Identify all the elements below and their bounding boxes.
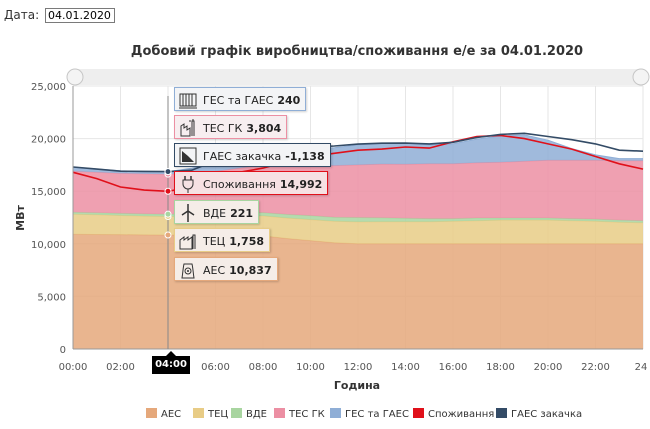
legend-swatch — [330, 408, 341, 418]
legend-label: ВДЕ — [246, 409, 267, 420]
date-input[interactable] — [44, 8, 115, 23]
x-tick-label: 20:00 — [534, 362, 563, 373]
x-tick-label: 22:00 — [581, 362, 610, 373]
x-axis-label: Година — [334, 379, 380, 392]
tooltip-АЕС: АЕС 10,837 — [174, 257, 278, 281]
tooltip-value: -1,138 — [285, 149, 325, 163]
tooltip-value: 3,804 — [246, 121, 282, 135]
date-row: Дата: — [4, 8, 115, 23]
legend-swatch — [193, 408, 204, 418]
y-tick-label: 5,000 — [37, 292, 66, 303]
navigator-strip — [73, 69, 643, 85]
legend-swatch — [274, 408, 285, 418]
nuclear-icon — [178, 260, 198, 280]
chp-plant-icon — [178, 231, 198, 251]
tooltip-value: 1,758 — [229, 234, 265, 248]
tooltip-value: 10,837 — [229, 263, 272, 277]
x-tick-label: 14:00 — [391, 362, 420, 373]
tooltip-value: 221 — [230, 206, 254, 220]
legend-swatch — [231, 408, 242, 418]
legend-item[interactable]: ГАЕС закачка — [496, 408, 582, 420]
x-tick-label: 02:00 — [106, 362, 135, 373]
date-label: Дата: — [4, 8, 40, 22]
y-tick-label: 0 — [60, 345, 66, 356]
x-tick-label: 06:00 — [201, 362, 230, 373]
x-tick-label: 24 — [635, 362, 648, 373]
legend: АЕС ТЕЦ ВДЕ ТЕС ГК ГЕС та ГАЕС Споживання ГАЕС… — [146, 408, 582, 420]
tooltip-series-name: ГЕС та ГАЕС — [203, 93, 274, 107]
legend-label: ГЕС та ГАЕС — [345, 409, 409, 420]
tooltip-series-name: ТЕС ГК — [203, 121, 243, 135]
pump-storage-icon — [178, 146, 198, 166]
cursor-marker — [164, 187, 172, 195]
tooltip-series-name: ТЕЦ — [203, 234, 226, 248]
navigator-handle-right[interactable] — [632, 68, 650, 86]
dam-icon — [178, 90, 198, 110]
tooltip-value: 240 — [277, 93, 301, 107]
legend-label: АЕС — [161, 409, 181, 420]
tooltip-ВДЕ: ВДЕ 221 — [174, 200, 260, 224]
y-tick-label: 20,000 — [31, 135, 66, 146]
legend-label: ТЕЦ — [207, 409, 228, 420]
y-tick-label: 10,000 — [31, 240, 66, 251]
y-tick-label: 15,000 — [31, 187, 66, 198]
x-tick-label: 12:00 — [344, 362, 373, 373]
plot-area: 0 5,000 10,000 15,000 20,000 25,000 00:00 02:00… — [31, 68, 650, 373]
area-АЕС — [73, 234, 643, 349]
cursor-marker — [164, 231, 172, 239]
tooltip-ГАЕС закачка: ГАЕС закачка -1,138 — [174, 143, 331, 167]
legend-item[interactable]: ВДЕ — [231, 408, 267, 420]
x-tick-label: 00:00 — [59, 362, 88, 373]
x-tick-label: 18:00 — [486, 362, 515, 373]
tooltip-series-name: ГАЕС закачка — [203, 149, 282, 163]
legend-swatch — [146, 408, 157, 418]
navigator-handle-left[interactable] — [66, 68, 84, 86]
cursor-time-badge: 04:00 — [152, 351, 190, 374]
tooltip-series-name: ВДЕ — [203, 206, 227, 220]
y-tick-label: 25,000 — [31, 82, 66, 93]
tooltip-series-name: АЕС — [203, 263, 226, 277]
legend-swatch — [413, 408, 424, 418]
legend-item[interactable]: ТЕС ГК — [274, 408, 325, 420]
legend-swatch — [496, 408, 507, 418]
x-tick-label: 08:00 — [249, 362, 278, 373]
tooltip-Споживання: Споживання 14,992 — [174, 171, 329, 195]
plug-icon — [178, 174, 198, 194]
tooltip-value: 14,992 — [279, 177, 323, 191]
power-plant-icon — [178, 118, 198, 138]
tooltip-ГЕС та ГАЕС: ГЕС та ГАЕС 240 — [174, 87, 307, 111]
tooltip-series-name: Споживання — [203, 177, 276, 191]
legend-label: Споживання — [428, 409, 494, 420]
x-tick-label: 16:00 — [439, 362, 468, 373]
legend-item[interactable]: ТЕЦ — [193, 408, 228, 420]
x-tick-label: 10:00 — [296, 362, 325, 373]
cursor-marker — [164, 168, 172, 176]
legend-label: ГАЕС закачка — [511, 409, 582, 420]
legend-item[interactable]: Споживання — [413, 408, 494, 420]
chart-title: Добовий графік виробництва/споживання е/… — [131, 44, 583, 59]
wind-turbine-icon — [178, 203, 198, 223]
cursor-marker — [164, 210, 172, 218]
legend-item[interactable]: АЕС — [146, 408, 181, 420]
y-axis-label: МВт — [14, 205, 27, 231]
tooltip-ТЕЦ: ТЕЦ 1,758 — [174, 228, 271, 252]
tooltip-ТЕС ГК: ТЕС ГК 3,804 — [174, 115, 288, 139]
legend-item[interactable]: ГЕС та ГАЕС — [330, 408, 409, 420]
legend-label: ТЕС ГК — [288, 409, 325, 420]
